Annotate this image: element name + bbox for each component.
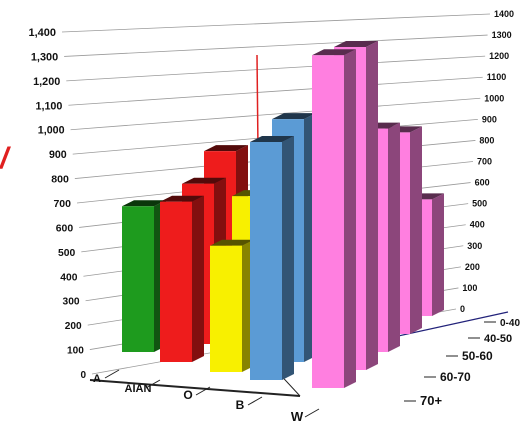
right-tick-label: 1300: [492, 30, 512, 40]
category-label: B: [236, 398, 245, 412]
bar-A-0-40: [122, 200, 166, 352]
series-labels: 0-40 40-50 50-60 60-70 70+: [404, 318, 520, 408]
y-tick-label: 1,000: [38, 125, 65, 137]
vertical-axis-marker: [256, 54, 259, 151]
y-tick-label: 100: [67, 346, 84, 357]
bars: [122, 41, 444, 389]
bar-B-0-40: [250, 136, 294, 380]
series-label: 50-60: [462, 349, 493, 363]
bar-front: [250, 142, 282, 380]
bar-front: [312, 55, 344, 389]
bar-top: [204, 145, 248, 152]
floor-front-edge: [89, 379, 301, 397]
bar-side: [192, 195, 204, 362]
bar-top: [160, 195, 204, 202]
y-tick-label: 600: [56, 223, 74, 234]
bar-front: [210, 245, 242, 372]
y-tick-label: 1,300: [31, 51, 58, 63]
category-tick: [104, 369, 120, 379]
bar-AIAN-0-40: [160, 195, 204, 362]
category-tick: [247, 396, 263, 406]
bar-side: [432, 193, 444, 316]
right-tick-label: 600: [475, 178, 490, 188]
category-label: O: [183, 388, 192, 402]
category-label: AIAN: [125, 383, 152, 395]
gridline: [70, 97, 481, 131]
right-tick-label: 300: [467, 241, 482, 251]
gridline: [68, 76, 483, 106]
y-tick-label: 300: [63, 297, 80, 308]
right-axis-tick-labels: 0 100 200 300 400 500 600 700 800 900 1000 1100 1200…: [460, 9, 514, 314]
gridline: [64, 34, 488, 57]
series-label: 40-50: [484, 333, 512, 345]
y-tick-label: 1,400: [28, 27, 56, 39]
right-tick-label: 400: [470, 220, 485, 230]
right-tick-label: 1100: [487, 72, 507, 82]
category-tick: [195, 386, 211, 396]
y-tick-label: 1,200: [33, 76, 60, 88]
bar-W-0-40: [312, 49, 356, 389]
right-tick-label: 500: [472, 199, 487, 209]
bar-side: [388, 122, 400, 352]
right-tick-label: 700: [477, 157, 492, 167]
bar-front: [160, 201, 192, 362]
right-tick-label: 1200: [489, 51, 509, 61]
y-tick-label: 0: [80, 370, 86, 381]
y-tick-label: 900: [49, 149, 67, 161]
y-tick-label: 800: [51, 174, 69, 186]
series-label: 0-40: [500, 318, 520, 329]
bar-top: [334, 41, 378, 47]
y-axis-tick-labels: 0 100 200 300 400 500 600 700 800 900 1,000 1,100 1,…: [28, 27, 86, 381]
right-floor-edge: [379, 311, 509, 341]
bar-side: [344, 49, 356, 389]
series-label: 70+: [420, 393, 442, 408]
bar-O-0-40: [210, 239, 254, 372]
bar-top: [250, 136, 294, 142]
right-tick-label: 1000: [484, 93, 504, 103]
gridline: [66, 55, 486, 82]
bar-top: [122, 200, 166, 207]
right-tick-label: 200: [465, 262, 480, 272]
right-tick-label: 100: [462, 283, 477, 293]
bar-top: [312, 49, 356, 56]
right-tick-label: 1400: [494, 9, 514, 19]
bar-front: [122, 206, 154, 352]
y-tick-label: 500: [58, 248, 76, 259]
gridline: [61, 13, 491, 33]
y-tick-label: 400: [60, 272, 77, 283]
right-tick-label: 800: [479, 135, 494, 145]
category-tick: [145, 379, 161, 389]
series-label: 60-70: [440, 370, 471, 384]
right-tick-label: 900: [482, 114, 497, 124]
category-tick: [304, 408, 320, 418]
category-label: A: [93, 373, 101, 385]
bar-side: [282, 136, 294, 380]
bar-top: [272, 113, 316, 120]
bar-top: [210, 239, 254, 246]
category-labels: A AIAN O B W: [93, 369, 320, 424]
right-tick-label: 0: [460, 304, 465, 314]
y-tick-label: 700: [53, 198, 71, 210]
y-tick-label: 200: [65, 321, 82, 332]
partial-text-left: /: [0, 142, 11, 175]
bar-top: [182, 177, 226, 184]
y-tick-label: 1,100: [35, 100, 62, 112]
bar-side: [366, 41, 378, 370]
category-label: W: [291, 409, 304, 424]
bar-side: [410, 126, 422, 334]
